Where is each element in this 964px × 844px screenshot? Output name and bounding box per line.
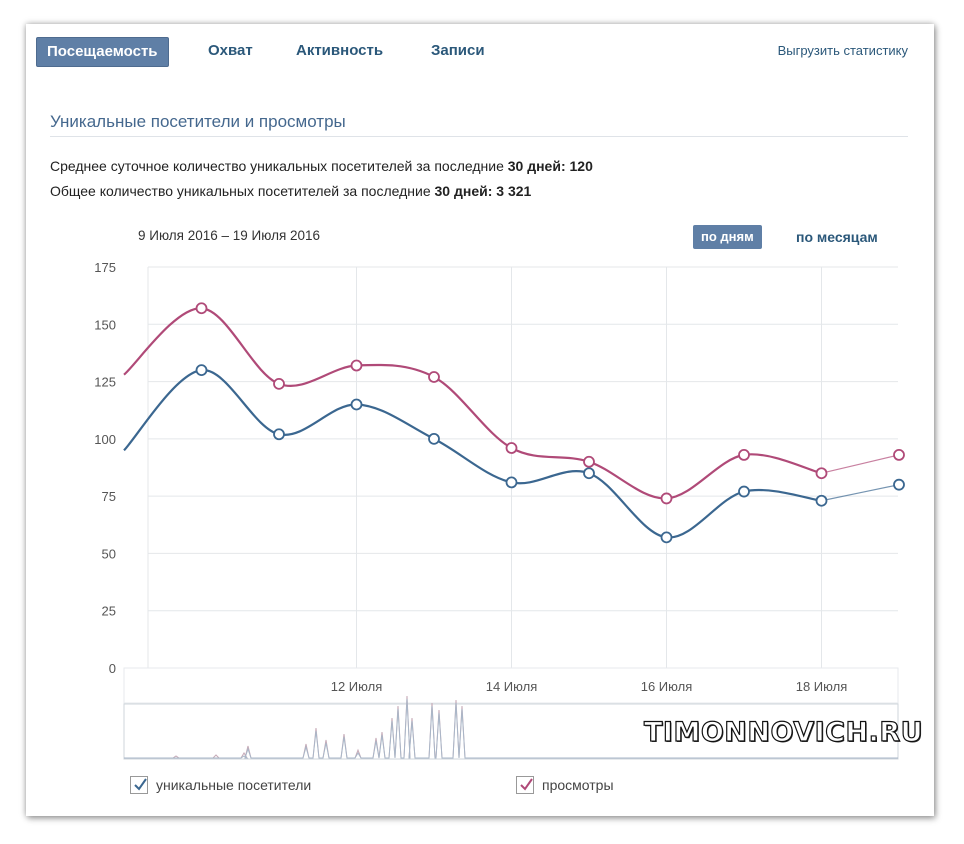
views-label: просмотры — [542, 777, 614, 793]
views-checkbox[interactable] — [516, 776, 534, 794]
data-point — [893, 478, 905, 491]
statistics-panel: Посещаемость Охват Активность Записи Выг… — [26, 24, 934, 816]
data-point — [350, 359, 363, 372]
total-visitors-days: 30 дней: — [434, 183, 493, 199]
y-tick-label: 50 — [102, 546, 116, 561]
export-statistics-link[interactable]: Выгрузить статистику — [777, 43, 908, 58]
series-line — [123, 307, 822, 500]
data-point — [815, 467, 828, 480]
series-line — [123, 369, 822, 539]
x-tick-label: 14 Июля — [486, 679, 538, 694]
x-tick-label: 12 Июля — [331, 679, 383, 694]
watermark: TIMONNOVICH.RU — [643, 716, 924, 748]
line-chart: 0 25 50 75 100 125 150 175 12 Июля 14 Июля 16 Июл… — [94, 260, 905, 760]
avg-visitors-value: 120 — [569, 158, 593, 174]
data-point — [660, 531, 673, 544]
navigator-frame — [123, 703, 899, 760]
date-range: 9 Июля 2016 – 19 Июля 2016 — [138, 228, 321, 243]
data-point — [815, 494, 828, 507]
data-point — [583, 455, 595, 468]
tab-reach[interactable]: Охват — [208, 42, 253, 59]
avg-visitors-days: 30 дней: — [507, 158, 566, 174]
y-axis: 0 25 50 75 100 125 150 175 — [94, 260, 116, 676]
check-icon — [520, 778, 533, 791]
total-visitors-text: Общее количество уникальных посетителей … — [50, 183, 435, 199]
y-tick-label: 100 — [94, 432, 116, 447]
y-tick-label: 0 — [109, 661, 116, 676]
y-tick-label: 25 — [102, 604, 116, 619]
data-point — [660, 492, 673, 505]
x-tick-label: 18 Июля — [796, 679, 848, 694]
data-point — [583, 467, 595, 480]
series-line-partial — [821, 454, 900, 474]
section-title: Уникальные посетители и просмотры — [50, 112, 346, 131]
data-point — [195, 302, 208, 315]
divider — [50, 136, 908, 137]
tab-activity[interactable]: Активность — [296, 42, 384, 59]
chart-points — [195, 302, 905, 544]
range-navigator — [123, 695, 899, 760]
x-axis-band — [123, 667, 899, 704]
data-point — [738, 485, 750, 498]
unique-visitors-label: уникальные посетители — [156, 777, 312, 793]
data-point — [428, 432, 440, 445]
data-point — [350, 398, 363, 411]
unique-visitors-checkbox[interactable] — [130, 776, 148, 794]
total-visitors-value: 3 321 — [496, 183, 532, 199]
check-icon — [134, 778, 147, 791]
navigator-line — [124, 698, 898, 759]
data-point — [505, 476, 518, 489]
data-point — [428, 371, 440, 383]
chart-grid — [124, 266, 898, 669]
data-point — [738, 448, 750, 461]
y-tick-label: 175 — [94, 260, 116, 275]
tab-bar: Посещаемость Охват Активность Записи Выг… — [26, 24, 934, 80]
total-visitors-stat: Общее количество уникальных посетителей … — [50, 183, 531, 199]
data-point — [273, 377, 285, 390]
data-point — [195, 364, 208, 377]
by-days-button[interactable]: по дням — [693, 225, 762, 249]
data-point — [505, 442, 518, 454]
series-line-partial — [821, 484, 900, 502]
data-point — [893, 448, 905, 461]
y-tick-label: 150 — [94, 317, 116, 332]
data-point — [273, 428, 285, 441]
x-tick-label: 16 Июля — [641, 679, 693, 694]
y-tick-label: 125 — [94, 375, 116, 390]
tab-attendance[interactable]: Посещаемость — [36, 37, 169, 67]
x-axis: 12 Июля 14 Июля 16 Июля 18 Июля — [123, 667, 899, 704]
y-tick-label: 75 — [102, 489, 116, 504]
tab-posts[interactable]: Записи — [431, 42, 485, 59]
avg-visitors-stat: Среднее суточное количество уникальных п… — [50, 158, 593, 174]
avg-visitors-text: Среднее суточное количество уникальных п… — [50, 158, 508, 174]
by-months-link[interactable]: по месяцам — [796, 229, 878, 245]
